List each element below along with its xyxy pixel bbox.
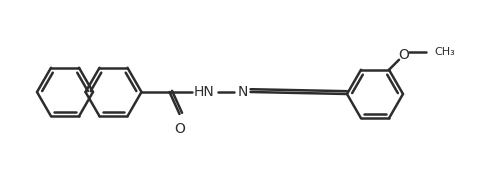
- Text: N: N: [237, 85, 247, 99]
- Text: O: O: [174, 122, 184, 136]
- Text: O: O: [398, 48, 408, 62]
- Text: HN: HN: [194, 85, 214, 99]
- Text: CH₃: CH₃: [433, 47, 454, 57]
